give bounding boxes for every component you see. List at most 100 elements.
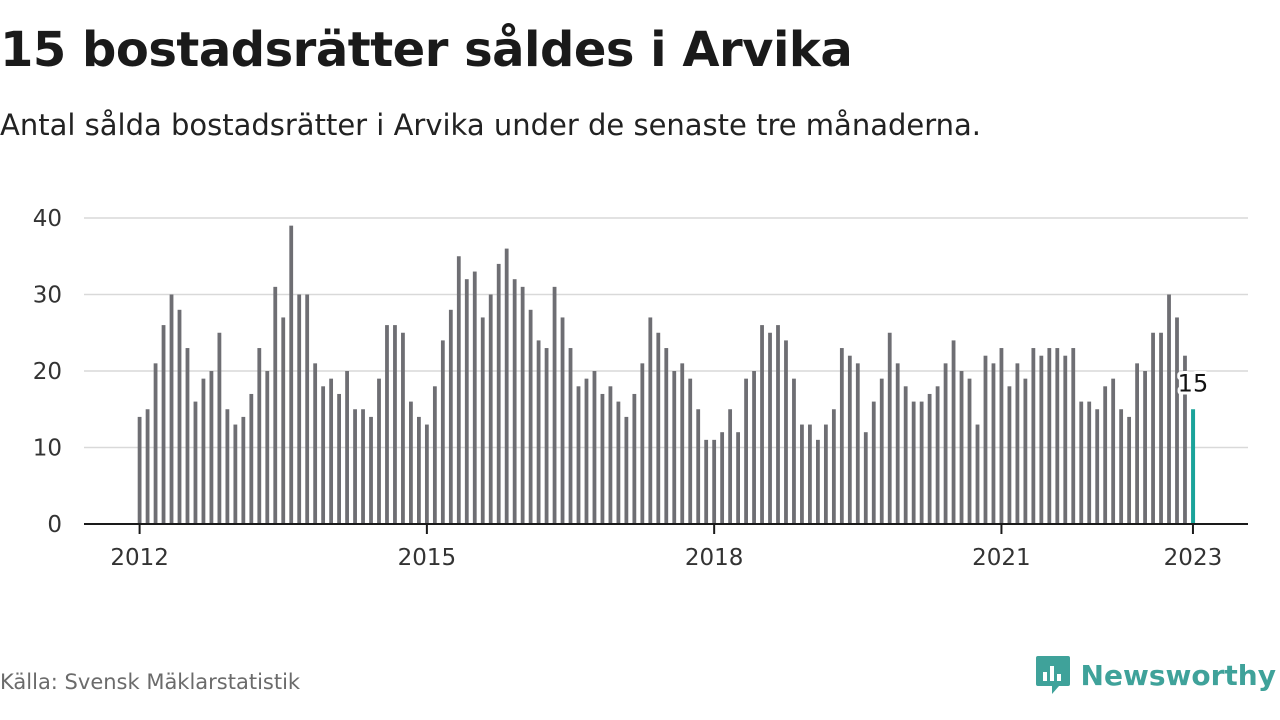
bar: [209, 371, 214, 524]
bar: [544, 348, 549, 524]
bar: [528, 309, 533, 524]
data-label: 15: [1178, 369, 1209, 397]
bar: [871, 401, 876, 524]
bar: [249, 393, 254, 524]
bar: [1127, 416, 1132, 524]
bar: [863, 432, 868, 524]
bar: [704, 439, 709, 524]
bar: [648, 317, 653, 524]
bar: [847, 355, 852, 524]
bar: [417, 416, 421, 524]
bar: [1119, 409, 1124, 524]
bar: [297, 294, 302, 524]
bar: [424, 424, 429, 524]
bar: [760, 325, 764, 524]
bar: [1111, 378, 1116, 524]
bar: [823, 424, 828, 524]
bar: [736, 432, 740, 524]
bar: [409, 401, 413, 524]
bar: [560, 317, 565, 524]
bar: [927, 393, 932, 524]
bar: [369, 416, 373, 524]
bar: [951, 340, 956, 524]
bar: [401, 332, 405, 524]
bar: [201, 378, 206, 524]
bar: [217, 332, 222, 524]
bar: [592, 371, 597, 524]
bar: [672, 371, 677, 524]
x-tick-label: 2015: [398, 545, 457, 571]
bar: [233, 424, 238, 524]
bar: [153, 363, 158, 524]
bar: [1055, 348, 1060, 524]
bar: [999, 348, 1004, 524]
bar: [1167, 294, 1171, 524]
bar: [808, 424, 812, 524]
bar: [1071, 348, 1076, 524]
bar: [632, 393, 637, 524]
bar: [784, 340, 788, 524]
bar: [800, 424, 804, 524]
y-tick-label: 20: [33, 359, 62, 385]
bar: [281, 317, 286, 524]
highlight-bar: [1191, 409, 1196, 524]
bar: [448, 309, 453, 524]
bar-chart-speech-bubble-icon: [1035, 656, 1070, 694]
bar: [193, 401, 198, 524]
bar: [855, 363, 860, 524]
bar: [879, 378, 884, 524]
chart-title: 15 bostadsrätter såldes i Arvika: [0, 22, 853, 78]
bar: [432, 386, 437, 524]
bar: [225, 409, 230, 524]
bar: [991, 363, 996, 524]
bar: [664, 348, 669, 524]
bar: [337, 393, 341, 524]
bar: [975, 424, 980, 524]
bar: [1039, 355, 1044, 524]
bar: [177, 309, 182, 524]
bar: [576, 386, 581, 524]
bar: [480, 317, 485, 524]
bar: [1143, 371, 1147, 524]
x-tick-label: 2012: [110, 545, 169, 571]
bar: [983, 355, 988, 524]
bar: [935, 386, 940, 524]
bar: [1031, 348, 1036, 524]
bar: [329, 378, 334, 524]
bar: [536, 340, 541, 524]
bar: [624, 416, 629, 524]
bar: [1063, 355, 1068, 524]
bar: [919, 401, 924, 524]
bar: [1015, 363, 1020, 524]
bar: [656, 332, 661, 524]
bar: [488, 294, 493, 524]
bar: [265, 371, 270, 524]
bar: [744, 378, 748, 524]
newsworthy-logo[interactable]: Newsworthy: [1035, 654, 1276, 696]
bar: [1023, 378, 1028, 524]
x-tick-label: 2023: [1164, 545, 1223, 571]
y-tick-label: 30: [33, 283, 62, 309]
y-tick-label: 0: [47, 512, 62, 538]
bar: [520, 286, 525, 524]
bar: [289, 225, 294, 524]
data-label-halo: 15: [1178, 369, 1209, 397]
bar: [464, 279, 469, 524]
bar: [1135, 363, 1139, 524]
bar: [1103, 386, 1108, 524]
bar: [1047, 348, 1052, 524]
source-note: Källa: Svensk Mäklarstatistik: [0, 670, 301, 694]
bar: [321, 386, 326, 524]
bar: [584, 378, 589, 524]
bar: [385, 325, 389, 524]
x-tick-label: 2021: [972, 545, 1031, 571]
bar: [1095, 409, 1100, 524]
bar: [345, 371, 349, 524]
bar: [752, 371, 756, 524]
bar: [377, 378, 381, 524]
bar: [568, 348, 573, 524]
bar: [1151, 332, 1155, 524]
y-tick-label: 40: [33, 206, 62, 232]
bar: [145, 409, 150, 524]
bar: [816, 439, 820, 524]
